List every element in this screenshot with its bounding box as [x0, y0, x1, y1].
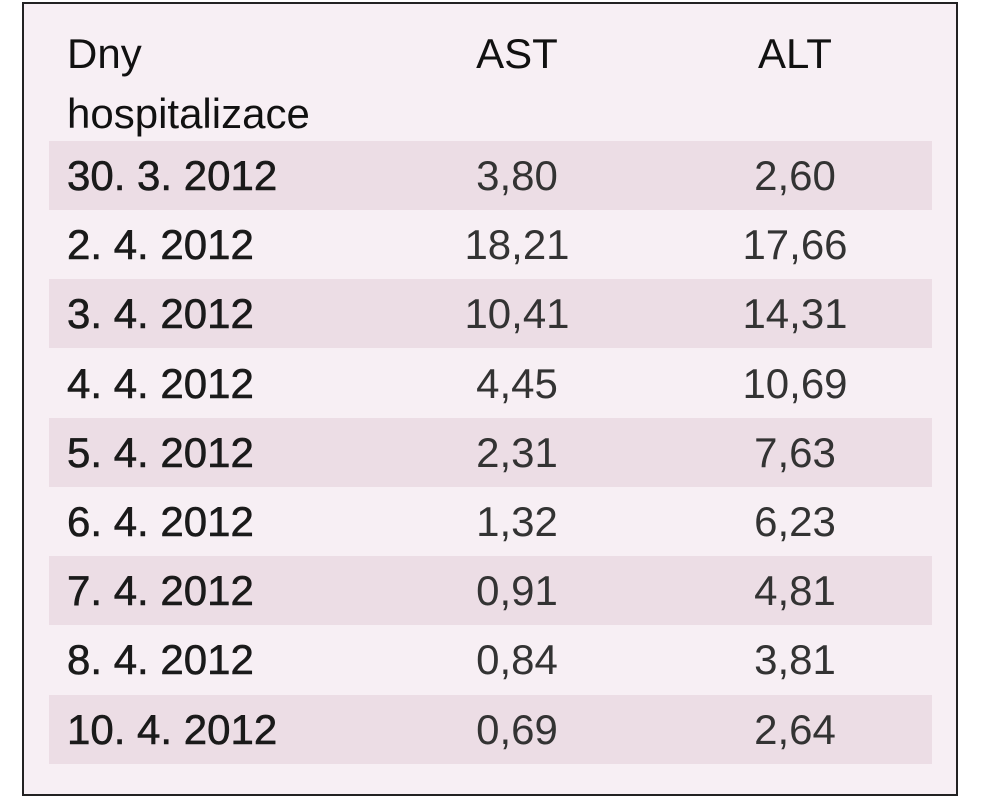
table-frame: Dny hospitalizace AST ALT 30. 3. 2012 3,8…	[22, 2, 958, 796]
row-stripe	[49, 694, 932, 764]
header-cell: Dny hospitalizace	[67, 30, 310, 137]
ast-cell: 0,69	[476, 705, 558, 753]
row-stripe	[49, 417, 932, 487]
date-cell: 10. 4. 2012	[67, 705, 278, 753]
row-stripe	[49, 141, 932, 210]
ast-cell: 2,31	[476, 428, 558, 476]
alt-cell: 6,23	[754, 498, 836, 545]
alt-cell: 7,63	[754, 428, 836, 476]
ast-cell: 4,45	[476, 359, 558, 407]
ast-cell: 0,84	[476, 636, 558, 684]
date-cell: 5. 4. 2012	[67, 428, 254, 476]
date-cell: 2. 4. 2012	[67, 221, 254, 269]
ast-cell: 1,32	[476, 498, 558, 545]
alt-cell: 17,66	[742, 221, 848, 269]
date-cell: 6. 4. 2012	[67, 498, 254, 546]
date-cell: 30. 3. 2012	[67, 152, 278, 200]
date-cell: 3. 4. 2012	[67, 290, 254, 338]
row-stripe	[49, 279, 932, 349]
date-cell: 8. 4. 2012	[67, 636, 254, 684]
alt-cell: 2,60	[754, 152, 836, 199]
date-cell: 7. 4. 2012	[67, 567, 254, 615]
ast-cell: 0,91	[476, 567, 558, 615]
ast-cell: 10,41	[464, 290, 570, 338]
alt-cell: 3,81	[754, 636, 836, 684]
date-cell: 4. 4. 2012	[67, 359, 254, 407]
alt-cell: 2,64	[754, 705, 836, 753]
header-cell: ALT	[758, 30, 832, 77]
alt-cell: 14,31	[742, 290, 848, 338]
alt-cell: 10,69	[742, 359, 848, 407]
header-cell: AST	[476, 30, 558, 77]
ast-cell: 18,21	[464, 221, 570, 269]
row-stripe	[49, 556, 932, 626]
ast-cell: 3,80	[476, 152, 558, 199]
alt-cell: 4,81	[754, 567, 836, 615]
